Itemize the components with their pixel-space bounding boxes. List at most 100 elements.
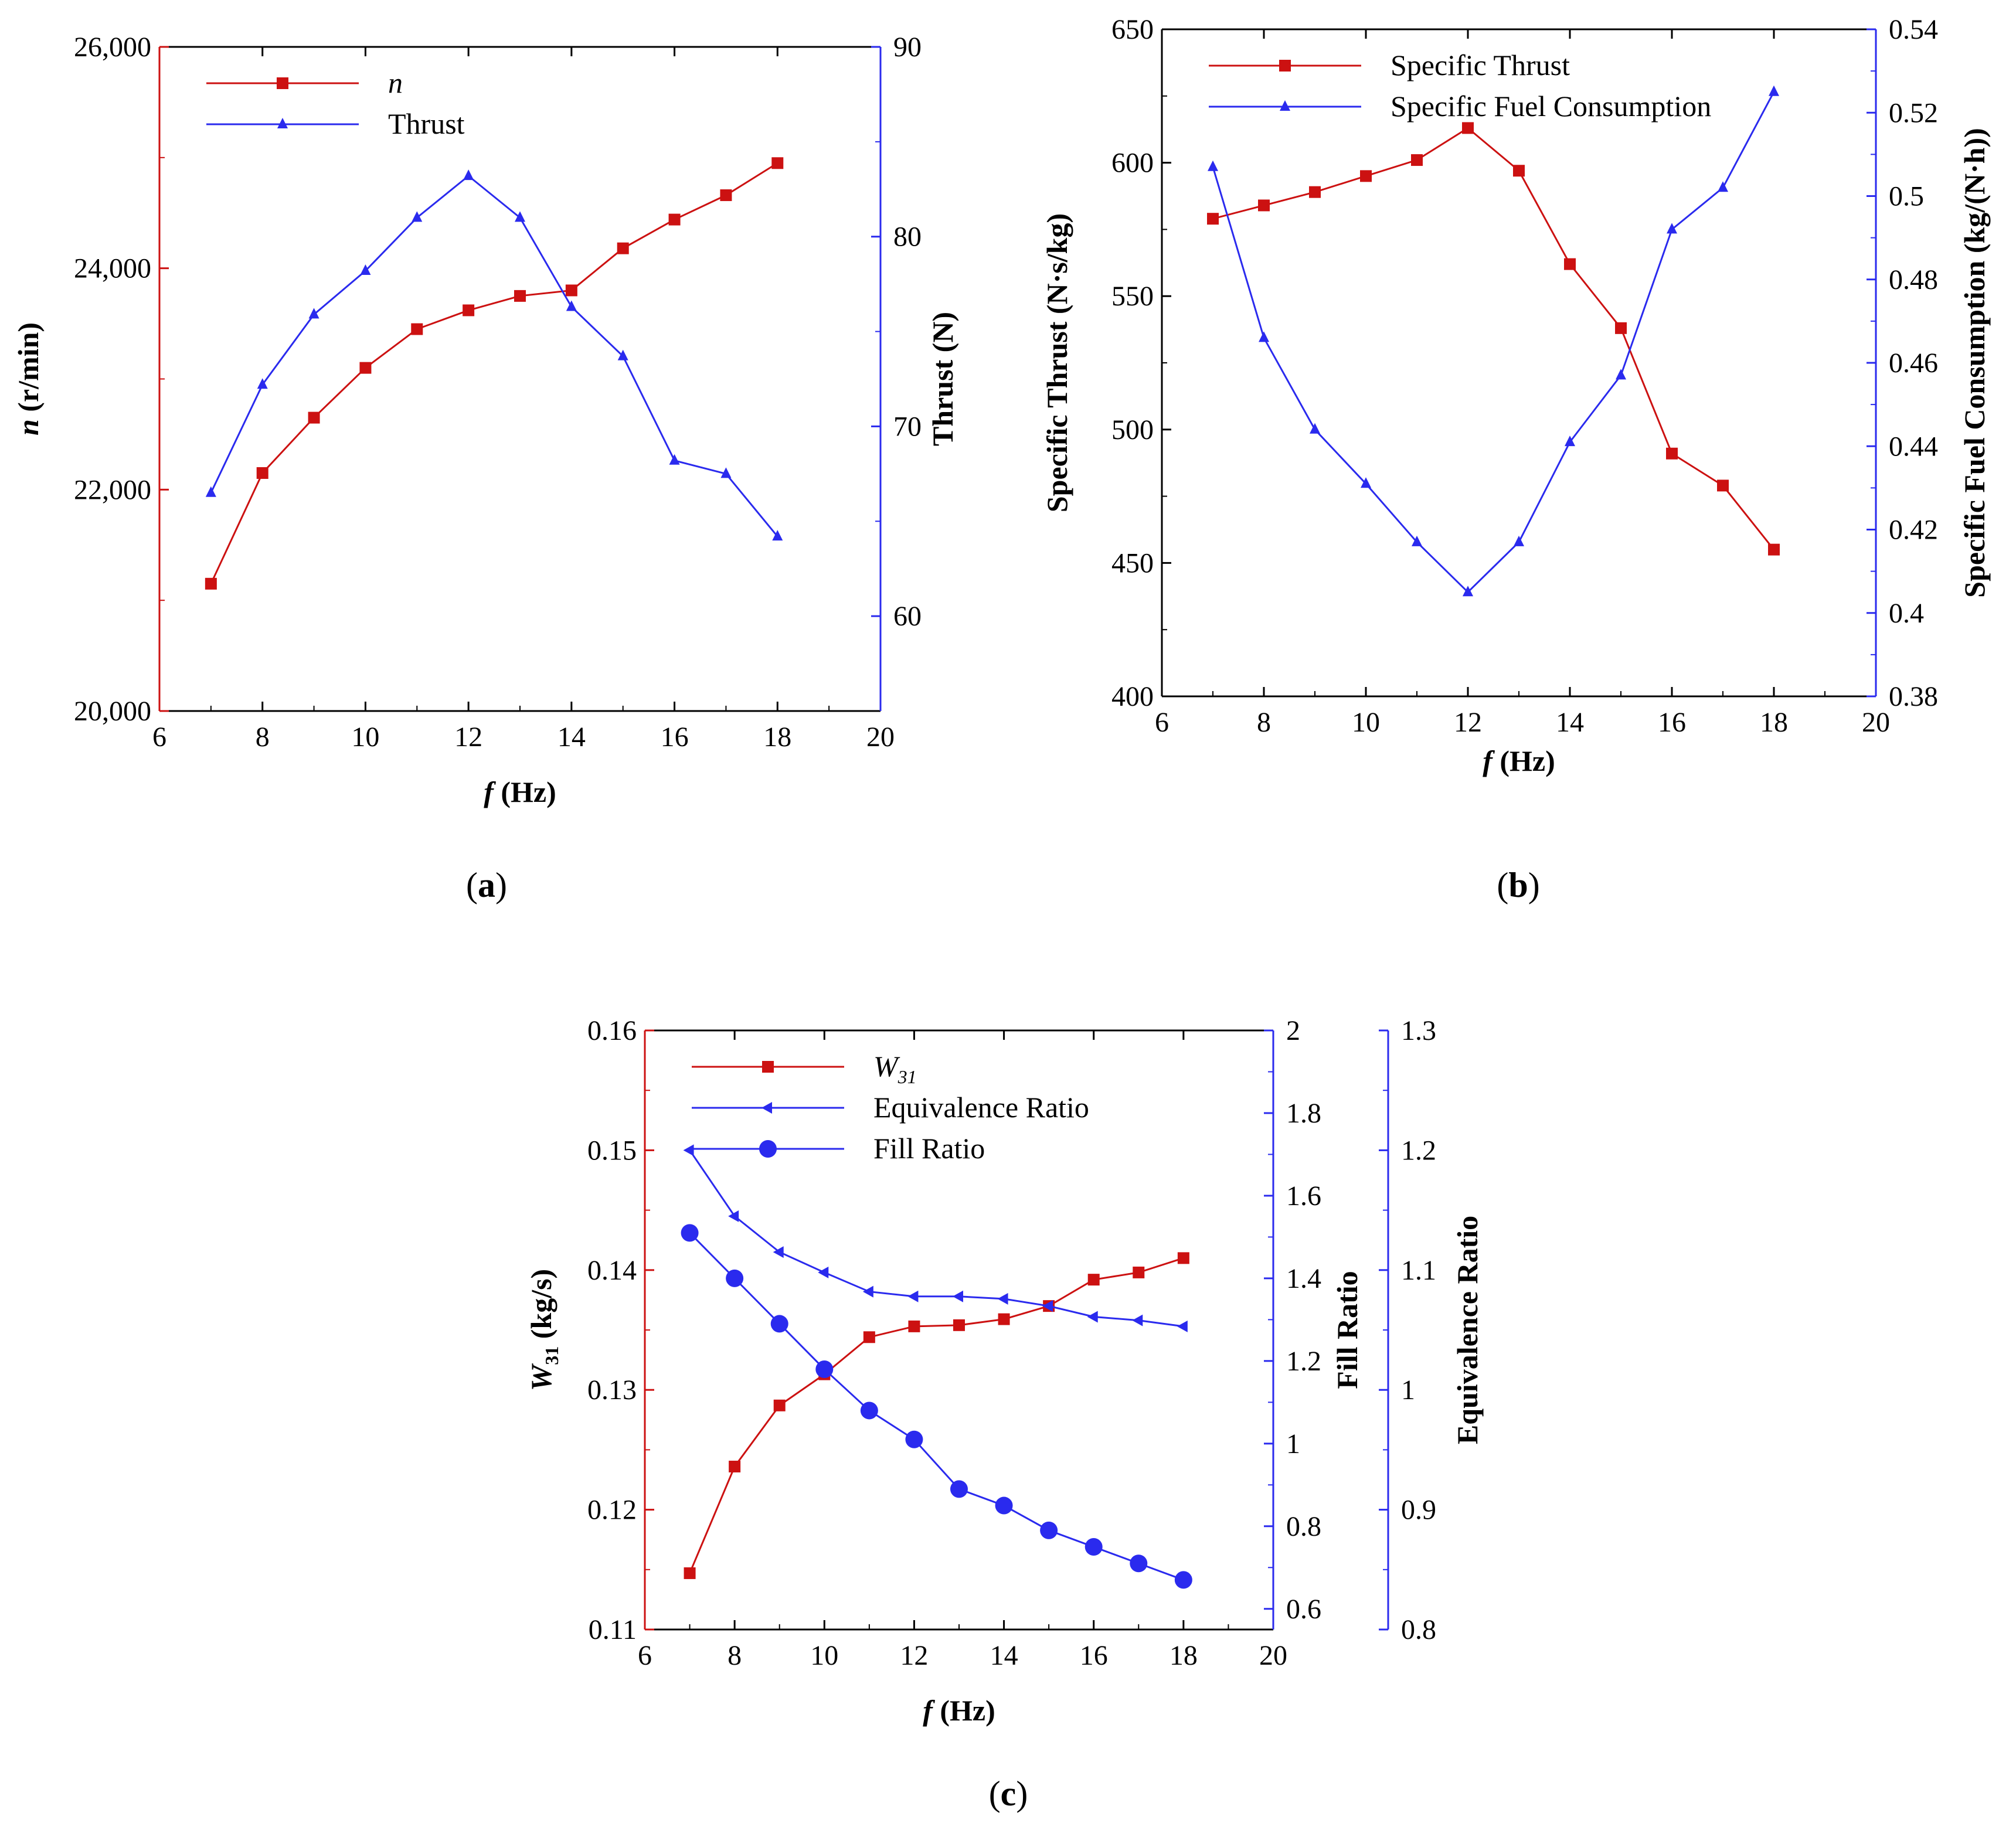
data-point [360,264,371,275]
y-tick-label-right: 0.46 [1889,348,1938,379]
data-point [998,1313,1010,1325]
x-axis-unit: (Hz) [494,775,556,808]
series-specific-thrust [1207,122,1780,556]
x-tick-label: 20 [1862,707,1890,738]
series-line [210,162,778,584]
data-point [720,189,732,202]
panel-label-letter: b [1508,866,1528,904]
y-tick-label-right: 80 [893,222,922,253]
x-axis-var: f [1483,744,1495,777]
data-point [1177,1320,1188,1332]
y-tick-label-right: 2 [1286,1015,1300,1046]
x-tick-label: 14 [557,722,586,753]
data-point [1769,85,1779,96]
y-axis-title-right: Thrust (N) [926,312,959,446]
data-point [772,530,783,541]
data-point [1042,1300,1053,1312]
x-tick-label: 8 [256,722,270,753]
data-point [257,378,268,389]
y-tick-label-left: 22,000 [74,474,151,505]
legend-name: Thrust [388,107,465,140]
data-point [412,211,423,222]
panel-label: (b) [1497,866,1539,904]
data-point [411,323,423,335]
data-point [1462,122,1474,134]
data-point [729,1461,741,1473]
data-point [905,1430,923,1448]
data-point [514,290,526,302]
panel-label-open: ( [1497,866,1508,904]
x-axis-var: f [484,775,496,808]
data-point [1207,213,1219,225]
y-axis-var: W [525,1363,557,1391]
data-point [515,211,525,222]
panel-label-close: ) [1016,1774,1028,1813]
panel-label-letter: c [1001,1774,1017,1813]
x-axis-unit: (Hz) [1493,744,1555,777]
data-point [1309,186,1321,198]
legend-marker [1280,100,1290,111]
y-tick-label-left: 26,000 [74,32,151,63]
data-point [1259,331,1269,342]
legend-label: Specific Fuel Consumption [1391,90,1711,123]
y-tick-label-right: 0.44 [1889,431,1938,462]
legend-marker [1279,60,1291,72]
series-specific-fuel-consumption [1208,85,1779,597]
data-point [771,157,784,169]
legend-marker [277,118,288,128]
legend: W31 Equivalence Ratio Fill Ratio [692,1050,1089,1165]
x-tick-label: 18 [1760,707,1788,738]
x-tick-label: 18 [1170,1640,1198,1671]
y-tick-label-left: 0.16 [587,1015,637,1046]
data-point [1132,1314,1143,1326]
legend-sub: 31 [897,1066,917,1087]
y-tick-label-right: 0.52 [1889,97,1938,128]
y-tick-label-right2: 1 [1401,1375,1415,1406]
data-point [256,467,268,479]
y-tick-label-right: 70 [893,411,922,442]
y-axis-unit: Equivalence Ratio [1451,1216,1484,1444]
data-point [684,1567,696,1579]
series-line [689,1232,1184,1581]
data-point [1130,1554,1148,1573]
legend-name: Specific Thrust [1391,49,1570,81]
x-tick-label: 20 [1259,1640,1287,1671]
y-axis-unit: Fill Ratio [1331,1271,1364,1389]
series-fill-ratio [681,1224,1192,1589]
data-point [860,1401,878,1420]
y-tick-label-right: 0.8 [1286,1511,1321,1542]
panel-label-close: ) [1528,866,1540,904]
legend-label: Equivalence Ratio [873,1091,1089,1124]
y-axis-unit: (kg/s) [525,1269,557,1346]
data-point [1258,199,1270,212]
data-point [818,1266,829,1278]
x-tick-label: 12 [1454,707,1482,738]
x-axis-title: f (Hz) [923,1694,995,1727]
y-tick-label-left: 600 [1111,148,1154,179]
y-tick-label-left: 0.11 [589,1614,637,1645]
data-point [773,1246,784,1258]
panel-label-close: ) [495,866,507,904]
x-tick-label: 6 [152,722,166,753]
data-point [681,1224,699,1242]
x-tick-label: 8 [1257,707,1271,738]
data-point [1208,160,1218,171]
y-tick-label-right: 60 [893,601,922,632]
y-axis-sub: 31 [541,1346,562,1365]
legend-marker [759,1140,777,1158]
y-tick-label-left: 0.15 [587,1135,637,1166]
data-point [1667,223,1677,234]
data-point [1361,477,1371,488]
data-point [815,1360,834,1378]
y-tick-label-left: 650 [1111,14,1154,45]
y-tick-label-right: 0.5 [1889,181,1924,212]
data-point [770,1315,788,1333]
data-point [1174,1571,1192,1589]
data-point [1087,1311,1098,1323]
data-point [953,1290,963,1302]
legend-name: n [388,66,403,99]
y-tick-label-left: 450 [1111,547,1154,579]
data-point [1718,181,1728,192]
data-point [950,1480,968,1498]
y-tick-label-right2: 1.2 [1401,1135,1436,1166]
